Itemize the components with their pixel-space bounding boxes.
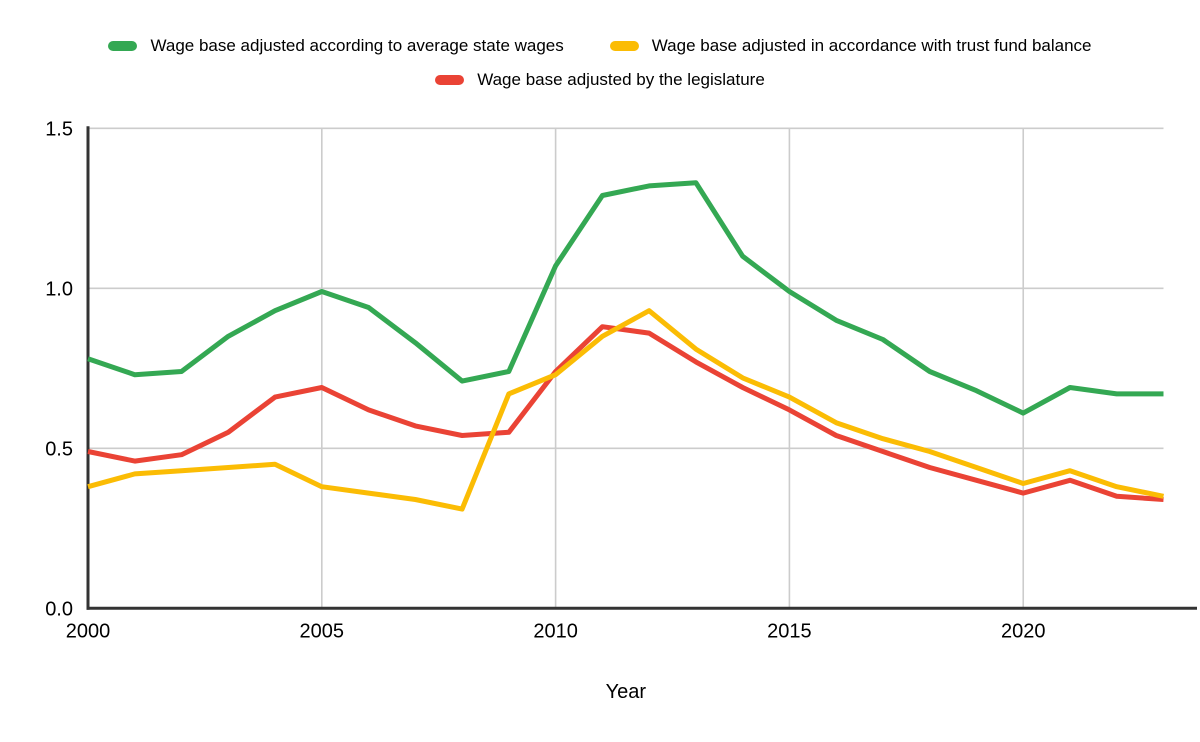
legend-row: Wage base adjusted by the legislature (435, 70, 765, 90)
y-tick-label: 1.0 (45, 278, 73, 300)
x-tick-label: 2010 (533, 620, 578, 642)
tick-layer: 0.0 0.5 1.0 1.5 2000 2005 2010 2015 2020 (45, 118, 1045, 642)
legend-swatch-icon (108, 41, 138, 51)
legend-label: Wage base adjusted according to average … (150, 36, 564, 55)
y-tick-label: 0.5 (45, 438, 73, 460)
series-layer (87, 180, 1165, 512)
legend-item: Wage base adjusted by the legislature (435, 70, 765, 90)
series-line-1 (87, 308, 1165, 512)
x-tick-label: 2020 (1001, 620, 1046, 642)
x-tick-label: 2015 (767, 620, 812, 642)
legend-label: Wage base adjusted by the legislature (477, 70, 765, 89)
series-line-0 (87, 180, 1164, 416)
grid-layer (88, 127, 1164, 609)
y-tick-label: 0.0 (45, 598, 73, 620)
x-tick-label: 2005 (300, 620, 345, 642)
x-tick-label: 2000 (66, 620, 111, 642)
series-line-2 (87, 324, 1164, 502)
legend-label: Wage base adjusted in accordance with tr… (651, 36, 1092, 55)
legend-swatch-icon (435, 75, 465, 85)
x-axis-title: Year (606, 681, 647, 703)
chart-legend: Wage base adjusted according to average … (0, 36, 1200, 90)
y-tick-label: 1.5 (45, 118, 73, 140)
legend-row: Wage base adjusted according to average … (108, 36, 1092, 56)
legend-item: Wage base adjusted according to average … (108, 36, 564, 56)
legend-item: Wage base adjusted in accordance with tr… (609, 36, 1092, 56)
axis-layer (86, 126, 1197, 610)
legend-swatch-icon (609, 41, 639, 51)
